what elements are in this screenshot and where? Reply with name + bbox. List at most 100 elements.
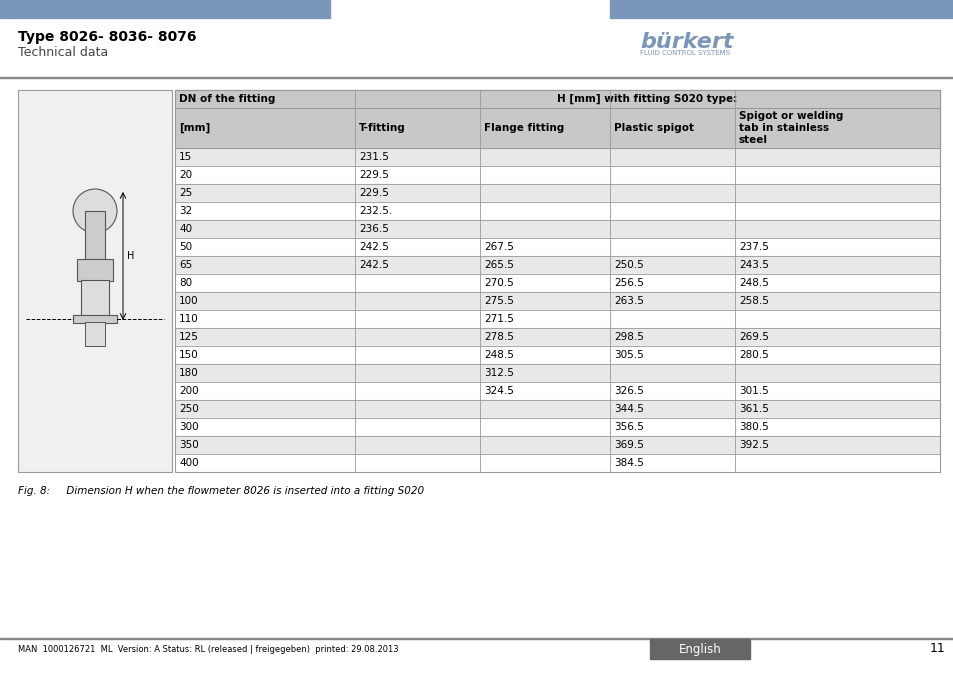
Text: 361.5: 361.5	[739, 404, 768, 414]
Text: [mm]: [mm]	[179, 123, 210, 133]
Bar	[651, 11, 686, 16]
Bar	[81, 280, 109, 316]
Bar	[174, 418, 939, 436]
Text: 125: 125	[179, 332, 198, 342]
Bar	[609, 108, 734, 148]
Text: 267.5: 267.5	[483, 242, 514, 252]
Text: Plastic spigot: Plastic spigot	[614, 123, 693, 133]
Text: 243.5: 243.5	[739, 260, 768, 270]
Text: H [mm] with fitting S020 type:: H [mm] with fitting S020 type:	[557, 94, 737, 104]
Text: 40: 40	[179, 224, 192, 234]
Text: 11: 11	[929, 643, 944, 656]
Text: 80: 80	[179, 278, 192, 288]
Text: 326.5: 326.5	[614, 386, 643, 396]
Text: 200: 200	[179, 386, 198, 396]
Text: 278.5: 278.5	[483, 332, 514, 342]
Text: 25: 25	[179, 188, 193, 198]
Bar	[174, 166, 939, 184]
Text: 32: 32	[179, 206, 193, 216]
Bar	[18, 90, 172, 472]
Bar	[174, 364, 939, 382]
Bar	[649, 639, 749, 659]
Text: 242.5: 242.5	[358, 260, 389, 270]
Text: 65: 65	[179, 260, 193, 270]
Bar	[174, 90, 939, 472]
Text: 280.5: 280.5	[739, 350, 768, 360]
Bar	[609, 0, 953, 18]
Text: 180: 180	[179, 368, 198, 378]
Text: 100: 100	[179, 296, 198, 306]
Text: 324.5: 324.5	[483, 386, 514, 396]
Text: 110: 110	[179, 314, 198, 324]
Text: DN of the fitting: DN of the fitting	[179, 94, 275, 104]
Bar	[0, 638, 953, 639]
Text: T-fitting: T-fitting	[358, 123, 405, 133]
Bar	[0, 0, 330, 18]
Text: 150: 150	[179, 350, 198, 360]
Text: Spigot or welding
tab in stainless
steel: Spigot or welding tab in stainless steel	[739, 112, 842, 145]
Bar	[85, 211, 105, 261]
Text: 231.5: 231.5	[358, 152, 389, 162]
Text: 271.5: 271.5	[483, 314, 514, 324]
Text: 380.5: 380.5	[739, 422, 768, 432]
Text: FLUID CONTROL SYSTEMS: FLUID CONTROL SYSTEMS	[639, 50, 729, 56]
Bar	[174, 90, 355, 108]
Bar	[174, 436, 939, 454]
Text: 15: 15	[179, 152, 193, 162]
Bar	[174, 202, 939, 220]
Bar	[174, 400, 939, 418]
Bar	[174, 274, 939, 292]
Bar	[174, 220, 939, 238]
Bar	[355, 90, 939, 108]
Bar	[174, 382, 939, 400]
Text: 305.5: 305.5	[614, 350, 643, 360]
Text: 236.5: 236.5	[358, 224, 389, 234]
Text: Technical data: Technical data	[18, 46, 108, 59]
Text: 248.5: 248.5	[483, 350, 514, 360]
Text: 250: 250	[179, 404, 198, 414]
Text: Fig. 8:     Dimension H when the flowmeter 8026 is inserted into a fitting S020: Fig. 8: Dimension H when the flowmeter 8…	[18, 486, 424, 496]
Text: 20: 20	[179, 170, 192, 180]
Text: 350: 350	[179, 440, 198, 450]
Bar	[85, 322, 105, 346]
Bar	[174, 108, 355, 148]
Bar	[77, 259, 112, 281]
Text: bürkert: bürkert	[639, 32, 733, 52]
Text: 229.5: 229.5	[358, 188, 389, 198]
Text: 369.5: 369.5	[614, 440, 643, 450]
Text: 300: 300	[179, 422, 198, 432]
Text: 301.5: 301.5	[739, 386, 768, 396]
Bar	[690, 11, 710, 16]
Bar	[174, 454, 939, 472]
Text: 298.5: 298.5	[614, 332, 643, 342]
Text: 232.5.: 232.5.	[358, 206, 392, 216]
Text: 248.5: 248.5	[739, 278, 768, 288]
Text: Flange fitting: Flange fitting	[483, 123, 563, 133]
Bar	[174, 256, 939, 274]
Text: Type 8026- 8036- 8076: Type 8026- 8036- 8076	[18, 30, 196, 44]
Bar	[174, 328, 939, 346]
Bar	[639, 11, 647, 16]
Text: 392.5: 392.5	[739, 440, 768, 450]
Bar	[174, 184, 939, 202]
Circle shape	[73, 189, 117, 233]
Text: 242.5: 242.5	[358, 242, 389, 252]
Bar	[0, 77, 953, 78]
Text: 237.5: 237.5	[739, 242, 768, 252]
Text: 50: 50	[179, 242, 192, 252]
Bar	[174, 292, 939, 310]
Text: 275.5: 275.5	[483, 296, 514, 306]
Bar	[355, 108, 479, 148]
Text: 384.5: 384.5	[614, 458, 643, 468]
Text: 263.5: 263.5	[614, 296, 643, 306]
Text: 269.5: 269.5	[739, 332, 768, 342]
Text: 270.5: 270.5	[483, 278, 514, 288]
Bar	[174, 238, 939, 256]
Bar	[174, 346, 939, 364]
Text: 312.5: 312.5	[483, 368, 514, 378]
Text: 229.5: 229.5	[358, 170, 389, 180]
Text: MAN  1000126721  ML  Version: A Status: RL (released | freigegeben)  printed: 29: MAN 1000126721 ML Version: A Status: RL …	[18, 645, 398, 654]
Text: 258.5: 258.5	[739, 296, 768, 306]
Bar	[174, 310, 939, 328]
Bar	[734, 108, 939, 148]
